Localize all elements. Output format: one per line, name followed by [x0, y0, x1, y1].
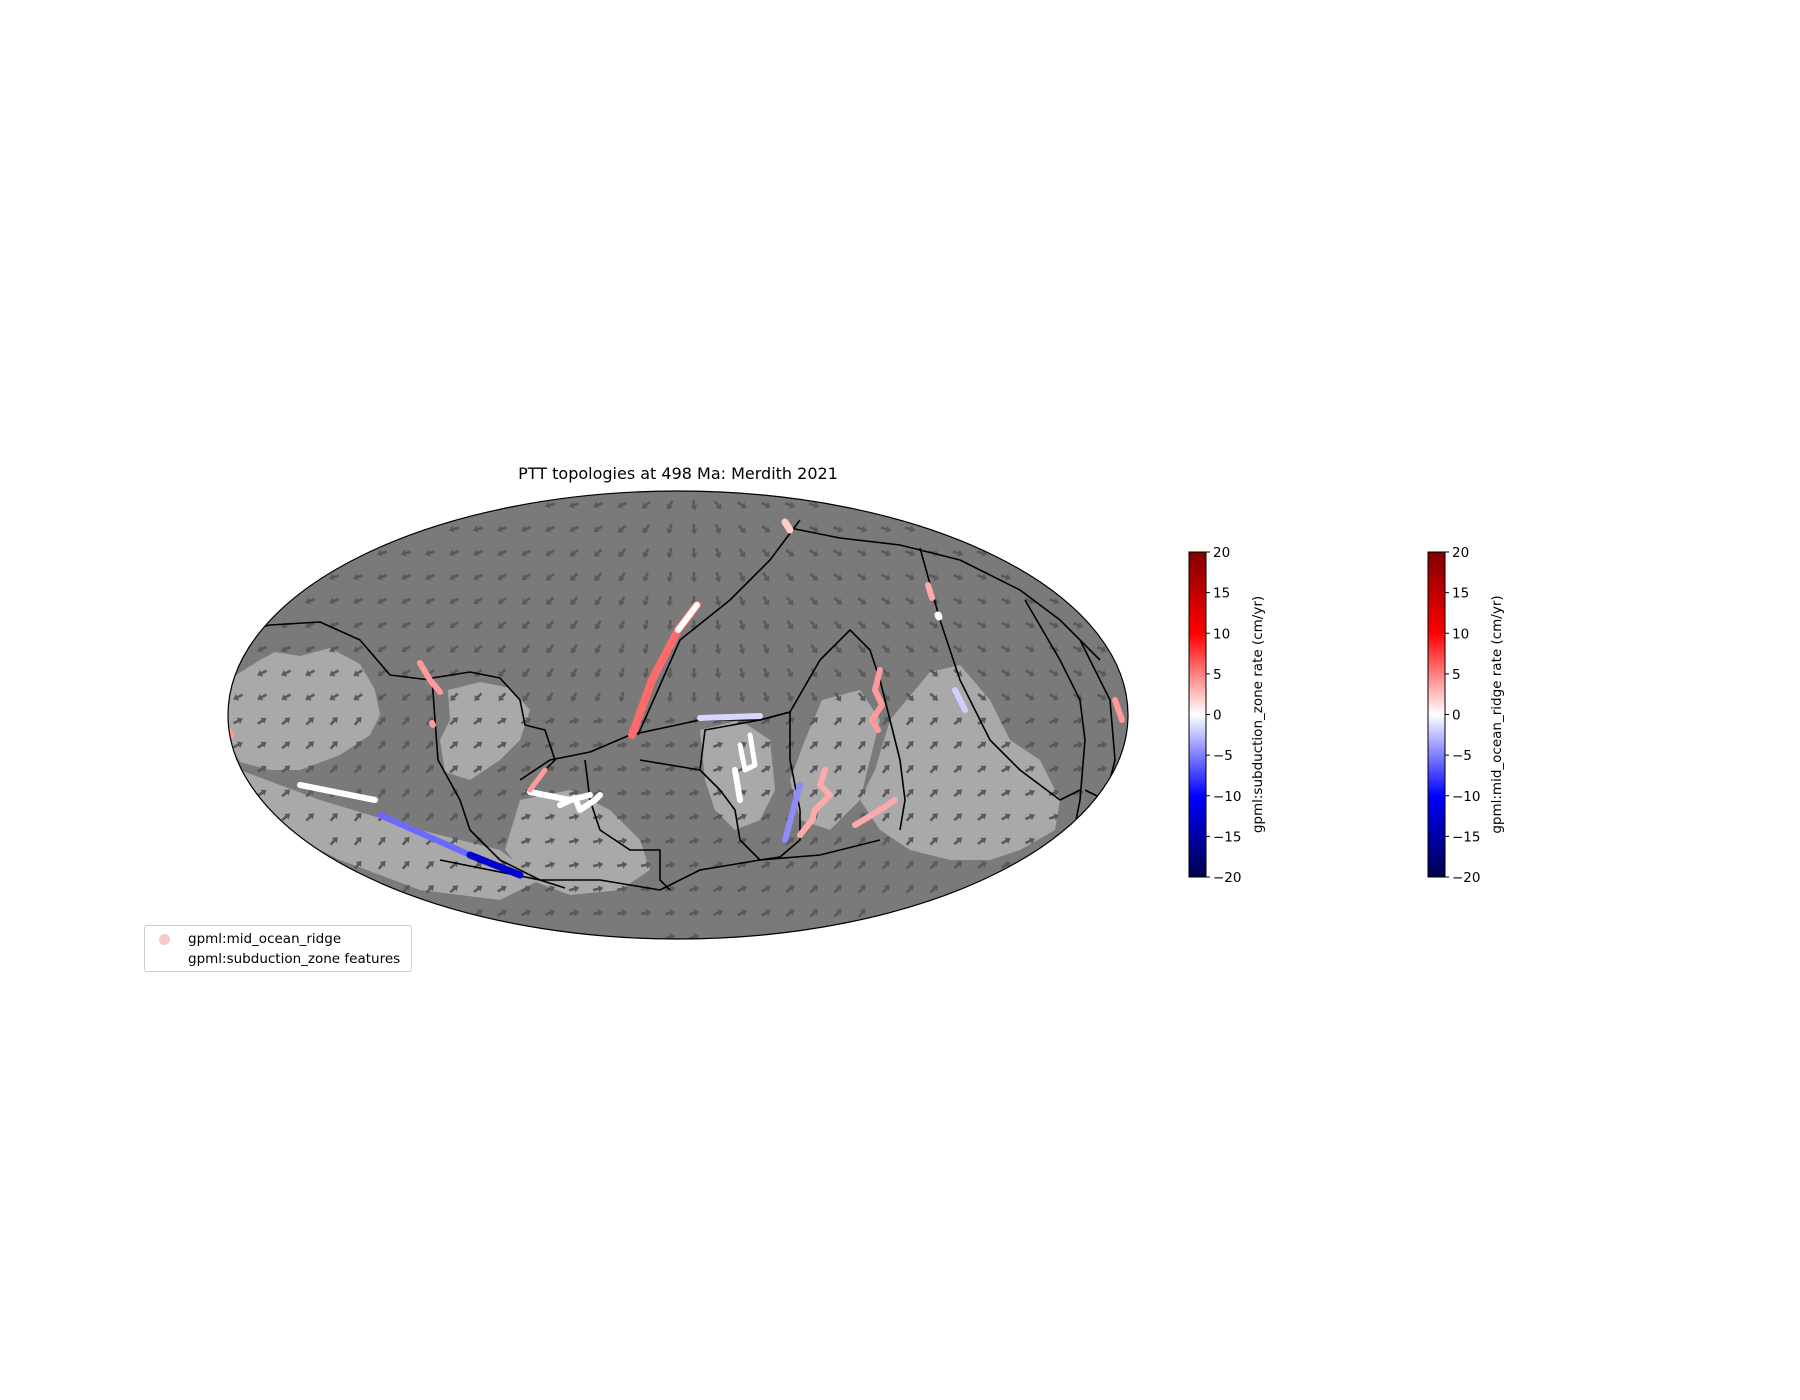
colorbar-tick-label: −5 [1452, 748, 1472, 764]
continent-south-strip [240, 770, 540, 900]
trench-central-north [697, 713, 763, 721]
ridge-east-southern [852, 797, 898, 828]
subduction-zone-rate-colorbar: 20 15 10 5 0 −5 −10 −15 −20 gpml:subduction_zone… [1188, 545, 1266, 886]
legend-marker-mid-ocean-ridge [159, 933, 170, 945]
colorbar-tick-label: 10 [1213, 626, 1230, 642]
colorbar-gradient [1427, 551, 1446, 878]
colorbar-tick-label: −15 [1452, 829, 1481, 845]
boundary-north-arc [637, 519, 801, 736]
ridge-west-dot [429, 720, 436, 728]
ridge-far-right [1112, 697, 1125, 723]
ridge-east-zigzag [797, 767, 833, 838]
legend-label: gpml:subduction_zone features [188, 951, 401, 967]
colorbar-tick-label: −15 [1213, 829, 1242, 845]
legend-entry-mid-ocean-ridge: gpml:mid_ocean_ridge [159, 930, 341, 948]
ridge-central-pink [527, 767, 548, 793]
continents [228, 648, 1060, 900]
colorbar-tick-label: −10 [1452, 789, 1481, 805]
map-title: PTT topologies at 498 Ma: Merdith 2021 [518, 464, 838, 483]
continent-central [505, 790, 650, 895]
continent-laurentia [440, 682, 530, 780]
trench-central-box [737, 732, 758, 773]
continent-far-east [860, 665, 1060, 860]
trench-west-central [297, 782, 378, 803]
mid-ocean-ridge-rate-colorbar: 20 15 10 5 0 −5 −10 −15 −20 gpml:mid_ocean_ridge… [1427, 545, 1505, 886]
trench-far-east [952, 687, 968, 713]
colorbar-label: gpml:mid_ocean_ridge rate (cm/yr) [1489, 595, 1505, 833]
mid-ocean-ridges [228, 518, 1125, 838]
trench-central-vert [732, 767, 743, 803]
legend-entry-subduction-zone: gpml:subduction_zone features [159, 950, 400, 968]
colorbar-tick-label: 5 [1452, 667, 1461, 683]
trench-southwest-deep [466, 851, 524, 879]
ridge-north-top [781, 518, 794, 534]
colorbar-tick-label: 5 [1213, 667, 1222, 683]
legend-marker-subduction-zone [159, 953, 170, 965]
continent-west-lobe [228, 648, 380, 770]
colorbar-tick-label: 0 [1213, 708, 1222, 724]
colorbar-gradient [1188, 551, 1207, 878]
boundary-north-top [784, 526, 1101, 661]
colorbar-tick-label: 10 [1452, 626, 1469, 642]
ridge-north-white [675, 602, 700, 633]
map-legend: gpml:mid_ocean_ridge gpml:subduction_zon… [144, 925, 412, 972]
colorbar-tick-label: −20 [1452, 870, 1481, 886]
trench-east-blue [782, 782, 803, 843]
ridge-west-pink [417, 660, 443, 695]
colorbar-tick-label: −10 [1213, 789, 1242, 805]
mollweide-map [227, 490, 1129, 940]
colorbar-tick-label: 15 [1452, 586, 1469, 602]
boundary-west-loop [431, 671, 556, 776]
ridge-far-east-zigzag [869, 667, 885, 733]
colorbar-tick-label: 20 [1452, 545, 1469, 561]
map-outline [227, 490, 1129, 940]
boundary-west-vertical [431, 677, 566, 889]
ridge-northeast-dot [934, 611, 943, 621]
colorbar-tick-label: 15 [1213, 586, 1230, 602]
legend-label: gpml:mid_ocean_ridge [188, 931, 342, 947]
colorbar-tick-label: 20 [1213, 545, 1230, 561]
ridge-central-zigzag [557, 792, 603, 813]
colorbar-label: gpml:subduction_zone rate (cm/yr) [1250, 596, 1266, 833]
colorbar-tick-label: −5 [1213, 748, 1233, 764]
colorbar-tick-label: 0 [1452, 708, 1461, 724]
boundary-south-south [439, 839, 881, 891]
plate-boundaries [228, 519, 1116, 891]
ridge-northeast-pair [925, 582, 935, 601]
colorbar-tick-label: −20 [1213, 870, 1242, 886]
